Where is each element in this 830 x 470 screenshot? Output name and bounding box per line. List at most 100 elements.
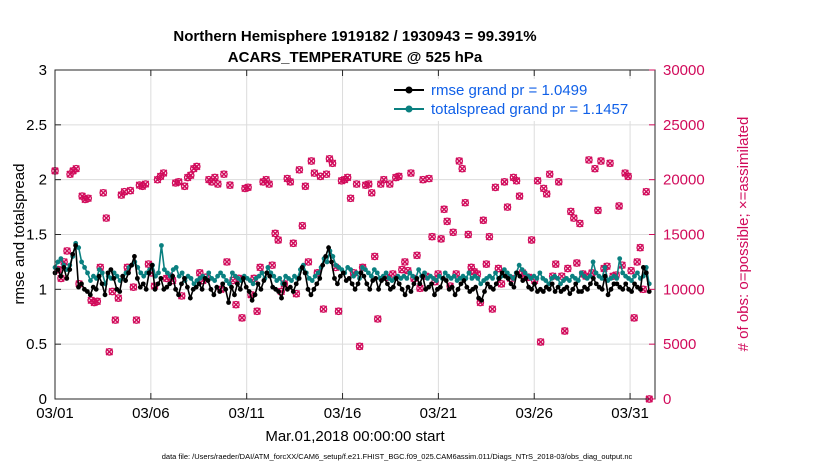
y2-tick-label: 10000 xyxy=(663,281,705,298)
obs-assimilated-point xyxy=(111,316,120,324)
obs-possible-point xyxy=(585,156,593,164)
obs-possible-point xyxy=(355,342,364,351)
obs-possible-point xyxy=(352,180,361,188)
rmse-point xyxy=(449,284,455,290)
obs-possible-point xyxy=(307,157,316,165)
obs-possible-point xyxy=(633,258,642,266)
obs-assimilated-point xyxy=(346,194,355,203)
obs-assimilated-point xyxy=(413,251,421,260)
obs-assimilated-point xyxy=(274,236,282,244)
rmse-point xyxy=(367,286,373,292)
obs-assimilated-point xyxy=(573,259,581,267)
obs-assimilated-point xyxy=(114,294,123,302)
rmse-point xyxy=(455,286,461,292)
rmse-point xyxy=(458,281,464,287)
obs-assimilated-point xyxy=(226,181,234,189)
rmse-point xyxy=(646,289,652,294)
rmse-point xyxy=(614,281,620,287)
obs-assimilated-point xyxy=(633,258,641,266)
rmse-point xyxy=(332,275,337,281)
rmse-point xyxy=(208,286,214,292)
totalspread-point xyxy=(416,267,422,272)
obs-assimilated-point xyxy=(380,175,388,184)
obs-assimilated-point xyxy=(482,260,491,268)
rmse-point xyxy=(279,295,284,301)
totalspread-line xyxy=(54,241,650,287)
obs-assimilated-point xyxy=(328,159,337,167)
rmse-point xyxy=(261,278,267,283)
obs-assimilated-point xyxy=(72,164,80,173)
obs-assimilated-point xyxy=(395,172,403,181)
obs-assimilated-point xyxy=(455,157,463,165)
totalspread-point xyxy=(277,275,283,281)
obs-possible-point xyxy=(413,251,421,260)
rmse-point xyxy=(55,267,61,272)
rmse-point xyxy=(223,286,229,292)
totalspread-point xyxy=(546,281,552,287)
rmse-point xyxy=(358,270,364,276)
obs-possible-point xyxy=(494,264,503,273)
obs-possible-point xyxy=(105,347,114,356)
rmse-point xyxy=(237,286,243,292)
obs-assimilated-point xyxy=(419,175,427,184)
rmse-point xyxy=(432,292,437,298)
legend-totalspread-label: totalspread grand pr = 1.1457 xyxy=(431,101,628,118)
obs-assimilated-point xyxy=(461,198,469,207)
rmse-point xyxy=(73,243,78,248)
obs-assimilated-point xyxy=(223,258,231,266)
obs-assimilated-point xyxy=(232,300,240,309)
legend-box xyxy=(388,79,652,121)
totalspread-point xyxy=(635,270,640,276)
obs-assimilated-point xyxy=(503,203,512,211)
chart-title-line2: ACARS_TEMPERATURE @ 525 hPa xyxy=(228,49,483,66)
rmse-point xyxy=(255,281,261,287)
totalspread-point xyxy=(442,270,448,276)
obs-possible-point xyxy=(295,165,304,174)
rmse-point xyxy=(426,284,432,290)
rmse-point xyxy=(149,262,155,268)
obs-assimilated-point xyxy=(585,156,593,164)
x-tick-label: 03/01 xyxy=(36,405,74,422)
x-tick-label: 03/16 xyxy=(324,405,362,422)
obs-possible-point xyxy=(370,252,379,261)
rmse-point xyxy=(290,289,296,294)
obs-possible-point xyxy=(238,313,246,322)
totalspread-point xyxy=(404,275,410,281)
legend-rmse-marker xyxy=(405,86,413,94)
obs-possible-point xyxy=(425,174,433,183)
obs-assimilated-point xyxy=(512,177,521,185)
obs-assimilated-point xyxy=(552,260,560,268)
obs-assimilated-point xyxy=(374,315,382,323)
totalspread-point xyxy=(324,259,330,265)
obs-assimilated-point xyxy=(325,155,334,163)
totalspread-point xyxy=(593,270,599,276)
rmse-point xyxy=(326,245,331,251)
rmse-point xyxy=(464,284,470,290)
rmse-point xyxy=(352,286,358,292)
obs-assimilated-point xyxy=(322,170,331,178)
obs-possible-point xyxy=(527,236,536,244)
y-tick-label: 1.5 xyxy=(26,227,47,244)
obs-assimilated-point xyxy=(443,217,451,226)
obs-assimilated-point xyxy=(244,183,252,192)
totalspread-point xyxy=(161,267,167,272)
rmse-point xyxy=(605,292,611,298)
totalspread-point xyxy=(510,275,516,281)
obs-possible-point xyxy=(298,221,307,230)
obs-possible-point xyxy=(630,313,639,322)
obs-possible-point xyxy=(551,260,560,268)
totalspread-point xyxy=(96,267,102,272)
totalspread-point xyxy=(212,278,218,283)
totalspread-point xyxy=(567,278,572,283)
obs-assimilated-point xyxy=(545,170,554,178)
obs-assimilated-point xyxy=(642,187,650,196)
rmse-point xyxy=(593,281,599,287)
obs-assimilated-point xyxy=(319,305,328,313)
rmse-point xyxy=(143,286,149,292)
rmse-point xyxy=(390,284,396,290)
rmse-point xyxy=(176,292,181,298)
obs-possible-point xyxy=(560,327,569,335)
obs-possible-point xyxy=(458,164,467,173)
rmse-point xyxy=(493,281,499,287)
x-tick-label: 03/31 xyxy=(611,405,649,422)
